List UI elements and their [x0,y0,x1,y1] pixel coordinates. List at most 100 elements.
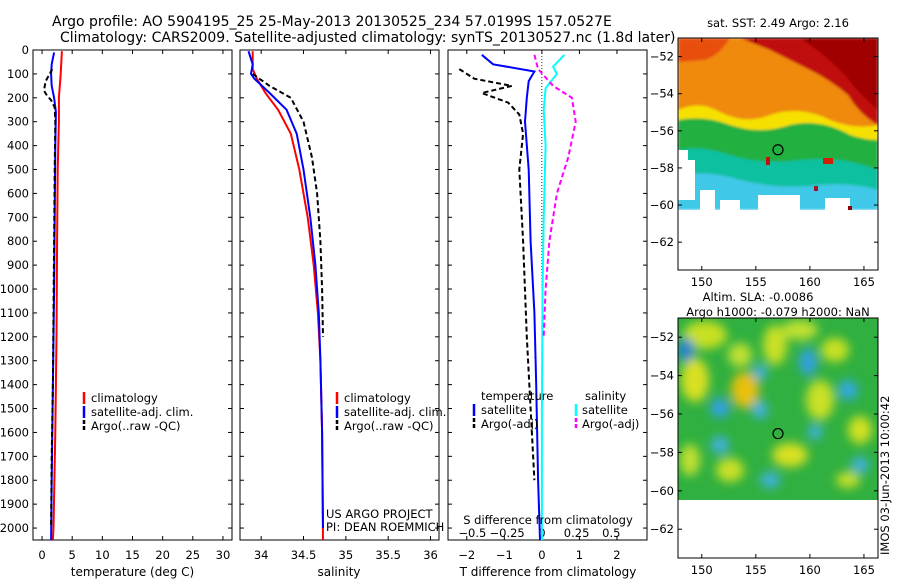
timestamp: IMOS 03-Jun-2013 10:00:42 [878,396,892,555]
temperature-ticks: 0100200300400500600700800900100011001200… [0,43,232,562]
series-line-climatology [51,51,63,541]
y-tick-label: −60 [650,198,674,212]
y-tick-label: −56 [650,124,674,138]
x-tick-label: 160 [799,563,821,577]
x-tick-label: 0 [538,548,545,562]
title-line2: Climatology: CARS2009. Satellite-adjuste… [60,30,675,46]
sst-field [678,38,878,210]
legend-label-satellite: satellite-adj. clim. [91,405,193,419]
s-tick-label: 0.25 [564,526,590,540]
legend-label-argo: Argo(..raw -QC) [91,419,181,433]
y-tick-label: 400 [7,139,29,153]
y-tick-label: −52 [650,330,674,344]
x-tick-label: 5 [69,548,76,562]
y-tick-label: −62 [650,522,674,536]
argo-location-marker [772,427,784,440]
y-tick-label: −62 [650,235,674,249]
legend-label-t-argo: Argo(-adj) [481,417,538,431]
x-tick-label: 20 [155,548,170,562]
y-tick-label: 900 [7,258,29,272]
credit-line2: PI: DEAN ROEMMICH [326,520,444,534]
x-tick-label: 165 [853,563,875,577]
title-line1: Argo profile: AO 5904195_25 25-May-2013 … [52,14,612,30]
s-tick-label: −0.25 [490,526,525,540]
legend-label-argo: Argo(..raw -QC) [344,419,434,433]
sla-map-panel: Altim. SLA: -0.0086 Argo h1000: -0.079 h… [650,290,879,577]
temperature-legend: climatology satellite-adj. clim. Argo(..… [82,391,193,433]
salinity-legend: climatology satellite-adj. clim. Argo(..… [335,391,446,433]
sla-field [678,318,878,500]
x-tick-label: −1 [496,548,513,562]
x-tick-label: 34.5 [291,548,317,562]
x-tick-label: 155 [745,275,767,289]
legend-label-s-satellite: satellite [582,403,628,417]
x-tick-label: 160 [799,275,821,289]
sst-map-title: sat. SST: 2.49 Argo: 2.16 [707,16,849,30]
legend-title-temperature: temperature [481,389,553,403]
y-tick-label: −58 [650,445,674,459]
x-tick-label: 25 [185,548,200,562]
salinity-lines [247,50,324,541]
y-tick-label: 800 [7,234,29,248]
salinity-axes [239,49,440,541]
temperature-xlabel: temperature (deg C) [71,565,194,579]
salinity-ticks: 34 34.5 35 35.5 36 [240,49,439,562]
y-tick-label: 700 [7,210,29,224]
salinity-xlabel: salinity [317,565,360,579]
salinity-panel: 34 34.5 35 35.5 36 salinity climatology sate… [239,49,446,579]
sla-map-frame [677,317,879,559]
temperature-lines [42,51,63,541]
x-tick-label: 10 [95,548,110,562]
temperature-axes [32,49,233,541]
x-tick-label: 0 [38,548,45,562]
legend-label-t-satellite: satellite [481,403,527,417]
sla-map-subtitle: Argo h1000: -0.079 h2000: NaN [686,305,870,319]
series-line-argo [42,68,57,529]
y-tick-label: 1100 [0,306,29,320]
y-tick-label: −58 [650,161,674,175]
x-tick-label: −2 [458,548,475,562]
x-tick-label: 35 [339,548,354,562]
y-tick-label: 0 [22,43,29,57]
y-tick-label: 1800 [0,473,29,487]
legend-label-s-argo: Argo(-adj) [582,417,639,431]
sst-hotspot [766,157,770,165]
y-tick-label: 600 [7,186,29,200]
s-difference-xlabel: S difference from climatology [463,513,633,527]
temperature-panel: 0100200300400500600700800900100011001200… [0,43,233,579]
y-tick-label: −54 [650,87,674,101]
x-tick-label: 150 [691,275,713,289]
x-tick-label: 165 [853,275,875,289]
series-line-satellite [481,54,541,541]
x-tick-label: 34 [254,548,269,562]
sla-map-title: Altim. SLA: -0.0086 [703,290,814,304]
y-tick-label: 500 [7,163,29,177]
y-tick-label: 1700 [0,449,29,463]
y-tick-label: 200 [7,91,29,105]
y-tick-label: 1900 [0,497,29,511]
sst-map-frame [677,37,879,271]
y-tick-label: 1600 [0,425,29,439]
y-tick-label: 1300 [0,354,29,368]
x-tick-label: 15 [125,548,140,562]
x-tick-label: 155 [745,563,767,577]
legend-label-satellite: satellite-adj. clim. [344,405,446,419]
series-line-sal_satellite [540,54,566,540]
sst-hotspot [848,206,852,210]
y-tick-label: −52 [650,50,674,64]
sla-ticks: 150 155 160 165 −52 −54 −56 −58 −60 −62 [650,318,878,577]
y-tick-label: 1400 [0,378,29,392]
difference-panel: −2 −1 0 1 2−0.5 −0.25 0 0.25 0.5 S difference fr… [447,49,648,579]
difference-ticks: −2 −1 0 1 2−0.5 −0.25 0 0.25 0.5 [448,49,647,562]
series-line-argo [252,73,324,337]
x-tick-label: 1 [576,548,583,562]
y-tick-label: −60 [650,484,674,498]
series-line-sal_argo [533,54,577,337]
series-line-satellite [247,50,324,529]
y-tick-label: 1000 [0,282,29,296]
series-line-argo [458,68,536,481]
x-tick-label: 35.5 [375,548,401,562]
sst-land-gaps [678,150,850,210]
sst-ticks: 150 155 160 165 −52 −54 −56 −58 −60 −62 [650,38,878,289]
